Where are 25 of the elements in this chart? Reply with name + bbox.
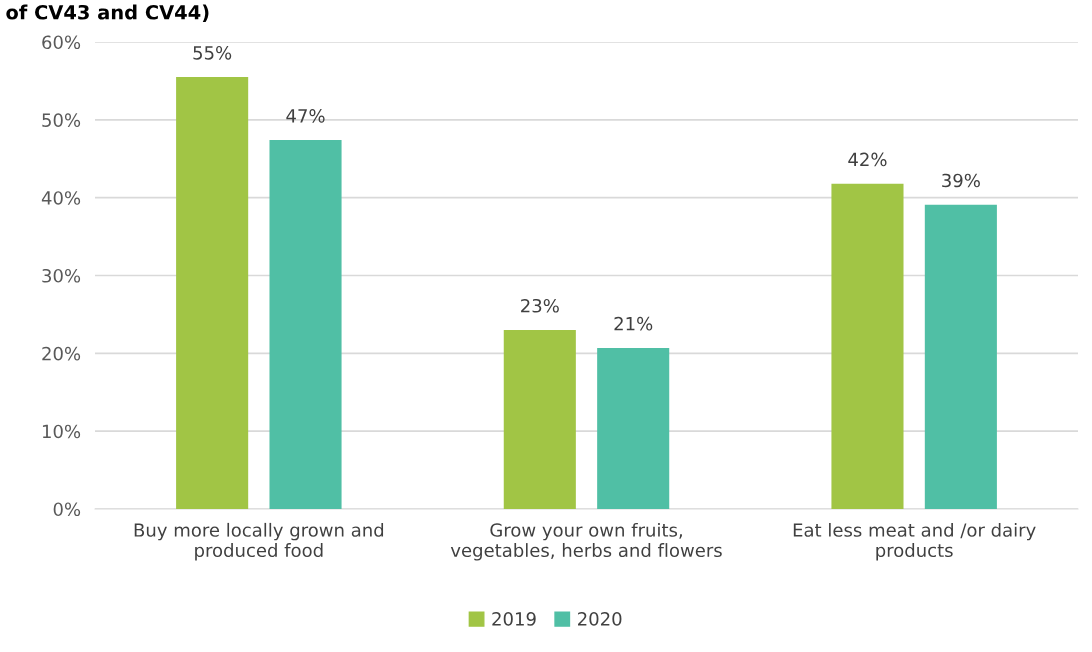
bar: [503, 329, 576, 509]
x-tick-label: Eat less meat and /or dairy products: [793, 522, 1036, 561]
y-tick-label: 50%: [42, 113, 81, 127]
data-label: 39%: [942, 173, 980, 188]
bar: [597, 347, 670, 509]
data-label: 23%: [521, 298, 559, 313]
data-label: 47%: [286, 109, 325, 123]
legend-label: 2020: [578, 612, 622, 626]
data-label: 42%: [848, 152, 887, 167]
y-tick-label: 60%: [42, 35, 81, 50]
chart-title: of CV43 and CV44): [6, 4, 209, 22]
x-tick-label: Buy more locally grown and produced food: [134, 522, 384, 561]
legend-label: 2019: [492, 612, 536, 626]
bar: [269, 140, 342, 509]
y-tick-label: 20%: [42, 346, 81, 361]
x-tick-label: Grow your own fruits, vegetables, herbs and flowers: [450, 522, 722, 561]
bar: [924, 204, 997, 509]
y-tick-label: 30%: [42, 268, 81, 283]
data-label: 21%: [614, 316, 653, 331]
data-label: 55%: [193, 45, 232, 60]
bar: [831, 183, 904, 509]
bar: [176, 77, 249, 509]
y-tick-label: 0%: [53, 502, 81, 517]
y-tick-label: 10%: [42, 424, 81, 439]
y-tick-label: 40%: [41, 191, 81, 205]
